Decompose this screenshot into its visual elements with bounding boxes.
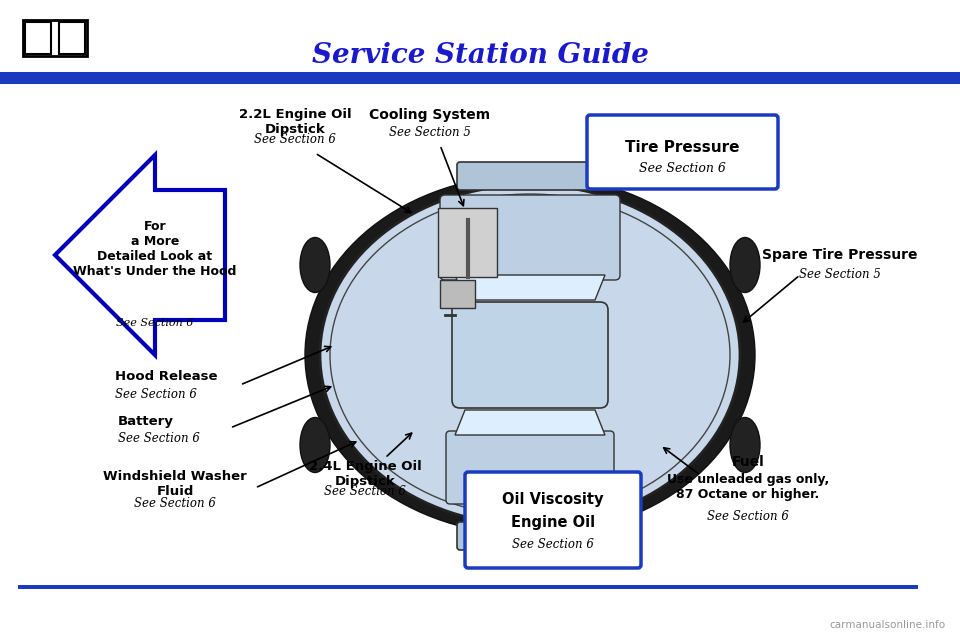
Bar (18, 585, 918, 588)
Text: Battery: Battery (118, 415, 174, 428)
Polygon shape (55, 155, 225, 355)
Ellipse shape (300, 238, 330, 292)
Polygon shape (455, 410, 605, 435)
Ellipse shape (300, 417, 330, 472)
Text: Use unleaded gas only,
87 Octane or higher.: Use unleaded gas only, 87 Octane or high… (667, 473, 829, 501)
Text: carmanualsonline.info: carmanualsonline.info (828, 620, 945, 630)
FancyBboxPatch shape (452, 302, 608, 408)
Text: See Section 6: See Section 6 (115, 388, 197, 401)
Text: Windshield Washer
Fluid: Windshield Washer Fluid (103, 470, 247, 498)
Text: Tire Pressure: Tire Pressure (625, 140, 739, 155)
Text: Engine Oil: Engine Oil (511, 515, 595, 530)
FancyBboxPatch shape (446, 431, 614, 504)
Bar (0, 72, 960, 84)
Text: See Section 6: See Section 6 (118, 432, 200, 445)
Polygon shape (455, 275, 605, 300)
Polygon shape (59, 22, 85, 54)
FancyBboxPatch shape (465, 472, 641, 568)
Text: Hood Release: Hood Release (115, 370, 218, 383)
Bar (440, 280, 475, 308)
FancyBboxPatch shape (457, 522, 603, 550)
Text: Cooling System: Cooling System (370, 108, 491, 122)
Text: See Section 5: See Section 5 (389, 126, 471, 139)
Bar (23, 20, 87, 56)
Text: See Section 6: See Section 6 (708, 510, 789, 523)
Text: See Section 6: See Section 6 (134, 497, 216, 510)
Text: See Section 5: See Section 5 (799, 268, 881, 281)
Text: See Section 6: See Section 6 (116, 318, 194, 328)
FancyBboxPatch shape (457, 162, 603, 190)
Text: See Section 6: See Section 6 (638, 162, 726, 175)
Text: Oil Viscosity: Oil Viscosity (502, 492, 604, 507)
Text: 2.4L Engine Oil
Dipstick: 2.4L Engine Oil Dipstick (308, 460, 421, 488)
FancyBboxPatch shape (587, 115, 778, 189)
FancyBboxPatch shape (438, 208, 497, 277)
Ellipse shape (320, 185, 740, 525)
Text: Spare Tire Pressure: Spare Tire Pressure (762, 248, 918, 262)
Ellipse shape (730, 238, 760, 292)
Text: Fuel: Fuel (732, 455, 764, 469)
Polygon shape (25, 22, 51, 54)
Text: Service Station Guide: Service Station Guide (312, 42, 648, 69)
Text: 2.2L Engine Oil
Dipstick: 2.2L Engine Oil Dipstick (239, 108, 351, 136)
Text: See Section 6: See Section 6 (512, 538, 594, 551)
Ellipse shape (305, 175, 755, 535)
Text: For
a More
Detailed Look at
What's Under the Hood: For a More Detailed Look at What's Under… (73, 220, 237, 278)
Text: See Section 6: See Section 6 (324, 485, 406, 498)
Text: See Section 6: See Section 6 (254, 133, 336, 146)
Ellipse shape (730, 417, 760, 472)
FancyBboxPatch shape (440, 195, 620, 280)
